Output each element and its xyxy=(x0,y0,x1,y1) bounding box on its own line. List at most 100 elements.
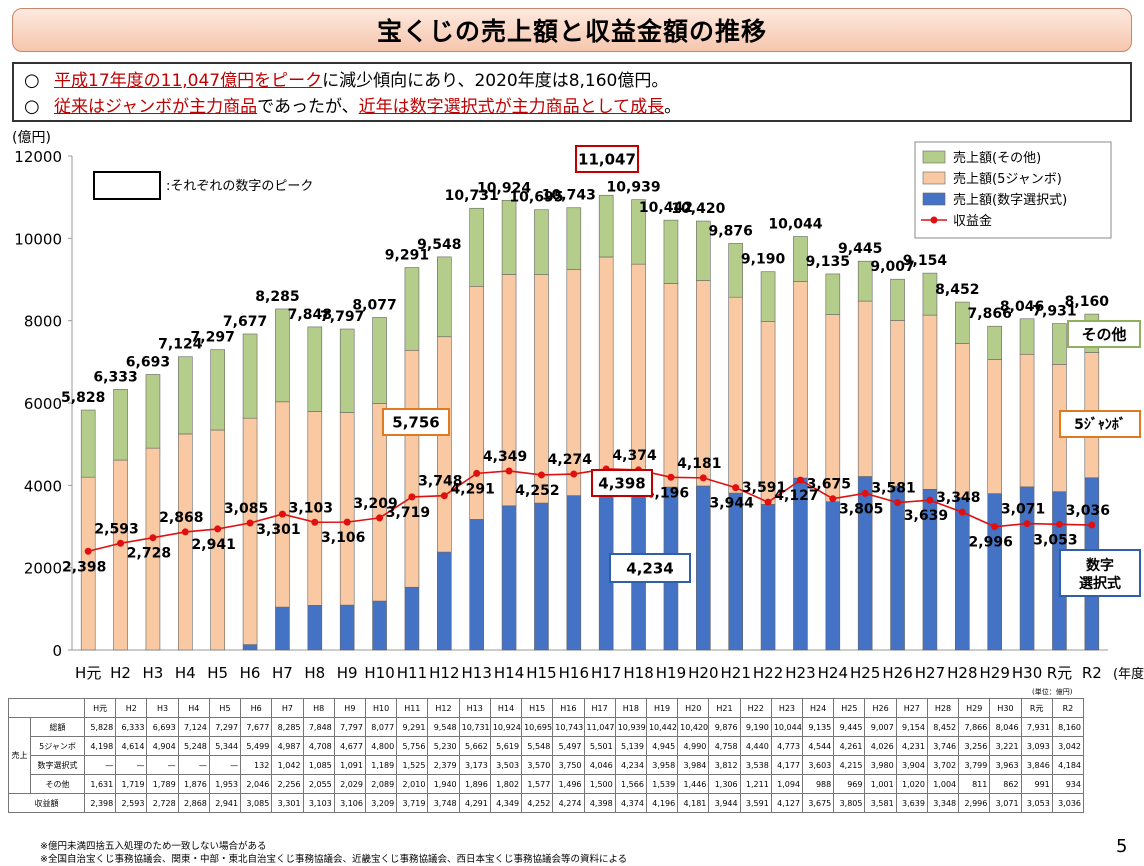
table-header: H22 xyxy=(739,698,772,718)
total-label: 6,693 xyxy=(126,354,170,370)
table-cell: 2,728 xyxy=(146,793,179,813)
bar-numbers xyxy=(242,644,258,651)
profit-label: 4,181 xyxy=(677,456,721,472)
table-cell: 1,306 xyxy=(708,774,741,794)
table-cell: 1,940 xyxy=(427,774,460,794)
x-tick-label: H23 xyxy=(785,664,815,682)
total-label: 10,442 xyxy=(639,200,693,216)
table-cell: 4,231 xyxy=(895,736,928,756)
table-cell: 3,746 xyxy=(926,736,960,756)
profit-label: 3,103 xyxy=(289,500,333,516)
bar-numbers xyxy=(501,505,517,651)
profit-point xyxy=(926,496,934,504)
x-tick-label: H17 xyxy=(591,664,621,682)
total-label: 10,743 xyxy=(542,188,596,204)
table-header: H23 xyxy=(770,698,804,718)
total-label: 5,828 xyxy=(61,390,105,406)
table-cell: 9,135 xyxy=(802,717,835,737)
bar-jumbo xyxy=(922,314,938,490)
bar-jumbo xyxy=(825,314,841,502)
peak-jumbo-callout-text: 5,756 xyxy=(392,413,439,431)
table-header: H9 xyxy=(333,698,366,718)
bullet-circle-icon: ○ xyxy=(24,96,40,117)
x-tick-label: H3 xyxy=(143,664,164,682)
x-tick-label: H29 xyxy=(980,664,1010,682)
profit-point xyxy=(1023,520,1031,528)
table-cell: 1,500 xyxy=(583,774,616,794)
bar-other xyxy=(501,199,517,275)
bar-numbers xyxy=(372,600,387,651)
table-cell: 9,548 xyxy=(427,717,460,737)
profit-point xyxy=(181,528,189,536)
label-jumbo: 5ｼﾞｬﾝﾎﾞ xyxy=(1059,410,1141,438)
table-cell: 934 xyxy=(1051,774,1085,794)
x-tick-label: H6 xyxy=(240,664,261,682)
table-cell: 7,297 xyxy=(208,717,242,737)
table-cell: 2,029 xyxy=(333,774,366,794)
table-header-row: H元 H2 H3 H4 H5 H6 H7 H8 H9 H10 H11 H12 H13 H14 H15 H16 H… xyxy=(8,698,1085,718)
table-cell: 5,497 xyxy=(552,736,585,756)
legend-entry: 売上額(数字選択式) xyxy=(953,192,1067,208)
x-tick-label: H11 xyxy=(397,664,427,682)
page-title: 宝くじの売上額と収益金額の推移 xyxy=(12,8,1132,52)
table-header: H12 xyxy=(427,698,460,718)
bar-numbers xyxy=(566,495,582,651)
table-cell: 4,800 xyxy=(364,736,398,756)
table-cell: 10,442 xyxy=(645,717,679,737)
bar-jumbo xyxy=(178,433,193,651)
total-label: 9,445 xyxy=(838,241,882,257)
table-cell: 5,139 xyxy=(614,736,647,756)
table-cell: 4,215 xyxy=(833,755,866,775)
table-cell: 10,695 xyxy=(521,717,554,737)
table-cell: 5,501 xyxy=(583,736,616,756)
y-tick-label: 2000 xyxy=(24,560,62,578)
table-cell: 3,301 xyxy=(271,793,304,813)
page-number: 5 xyxy=(1116,836,1128,857)
table-header: H25 xyxy=(833,698,866,718)
table-cell: 1,577 xyxy=(521,774,554,794)
bar-other xyxy=(113,388,128,461)
profit-label: 3,581 xyxy=(871,481,915,497)
profit-label: 3,071 xyxy=(1001,502,1045,518)
table-cell: 2,010 xyxy=(396,774,429,794)
table-cell: 3,085 xyxy=(240,793,273,813)
table-header: H15 xyxy=(521,698,554,718)
table-cell: 5,248 xyxy=(177,736,210,756)
bar-jumbo xyxy=(598,256,614,484)
table-cell: 4,544 xyxy=(802,736,835,756)
table-cell: 10,731 xyxy=(458,717,491,737)
table-cell: 3,603 xyxy=(802,755,835,775)
table-row-label: 収益額 xyxy=(8,793,85,813)
total-label: 10,731 xyxy=(445,188,499,204)
profit-label: 2,728 xyxy=(127,546,171,562)
table-group-label: 売上 xyxy=(8,717,31,794)
peak-total-callout-box xyxy=(575,145,639,173)
table-header: H5 xyxy=(208,698,242,718)
table-cell: 3,702 xyxy=(926,755,960,775)
total-label: 6,333 xyxy=(93,369,137,385)
total-label: 7,124 xyxy=(158,337,203,353)
table-cell: 10,924 xyxy=(489,717,523,737)
table-cell: 1,539 xyxy=(645,774,679,794)
table-header: H17 xyxy=(583,698,616,718)
table-cell: 2,593 xyxy=(115,793,148,813)
profit-point xyxy=(764,498,772,506)
table-cell: 5,662 xyxy=(458,736,491,756)
table-cell: 7,931 xyxy=(1020,717,1053,737)
table-corner xyxy=(8,698,85,718)
peak-total-callout-text: 11,047 xyxy=(578,150,636,168)
bar-jumbo xyxy=(890,320,905,487)
table-cell: 3,093 xyxy=(1020,736,1053,756)
peak-profit-callout: 4,398 xyxy=(591,469,653,497)
table-cell: 3,570 xyxy=(521,755,554,775)
table-header: H13 xyxy=(458,698,491,718)
total-label: 10,420 xyxy=(671,201,725,217)
profit-label: 3,805 xyxy=(839,501,883,517)
x-tick-label: H8 xyxy=(304,664,325,682)
table-cell: 3,209 xyxy=(364,793,398,813)
bar-other xyxy=(145,374,161,449)
profit-label: 4,374 xyxy=(612,448,657,464)
table-cell: 3,036 xyxy=(1051,793,1085,813)
table-cell: 4,177 xyxy=(770,755,804,775)
x-tick-label: H27 xyxy=(915,664,945,682)
